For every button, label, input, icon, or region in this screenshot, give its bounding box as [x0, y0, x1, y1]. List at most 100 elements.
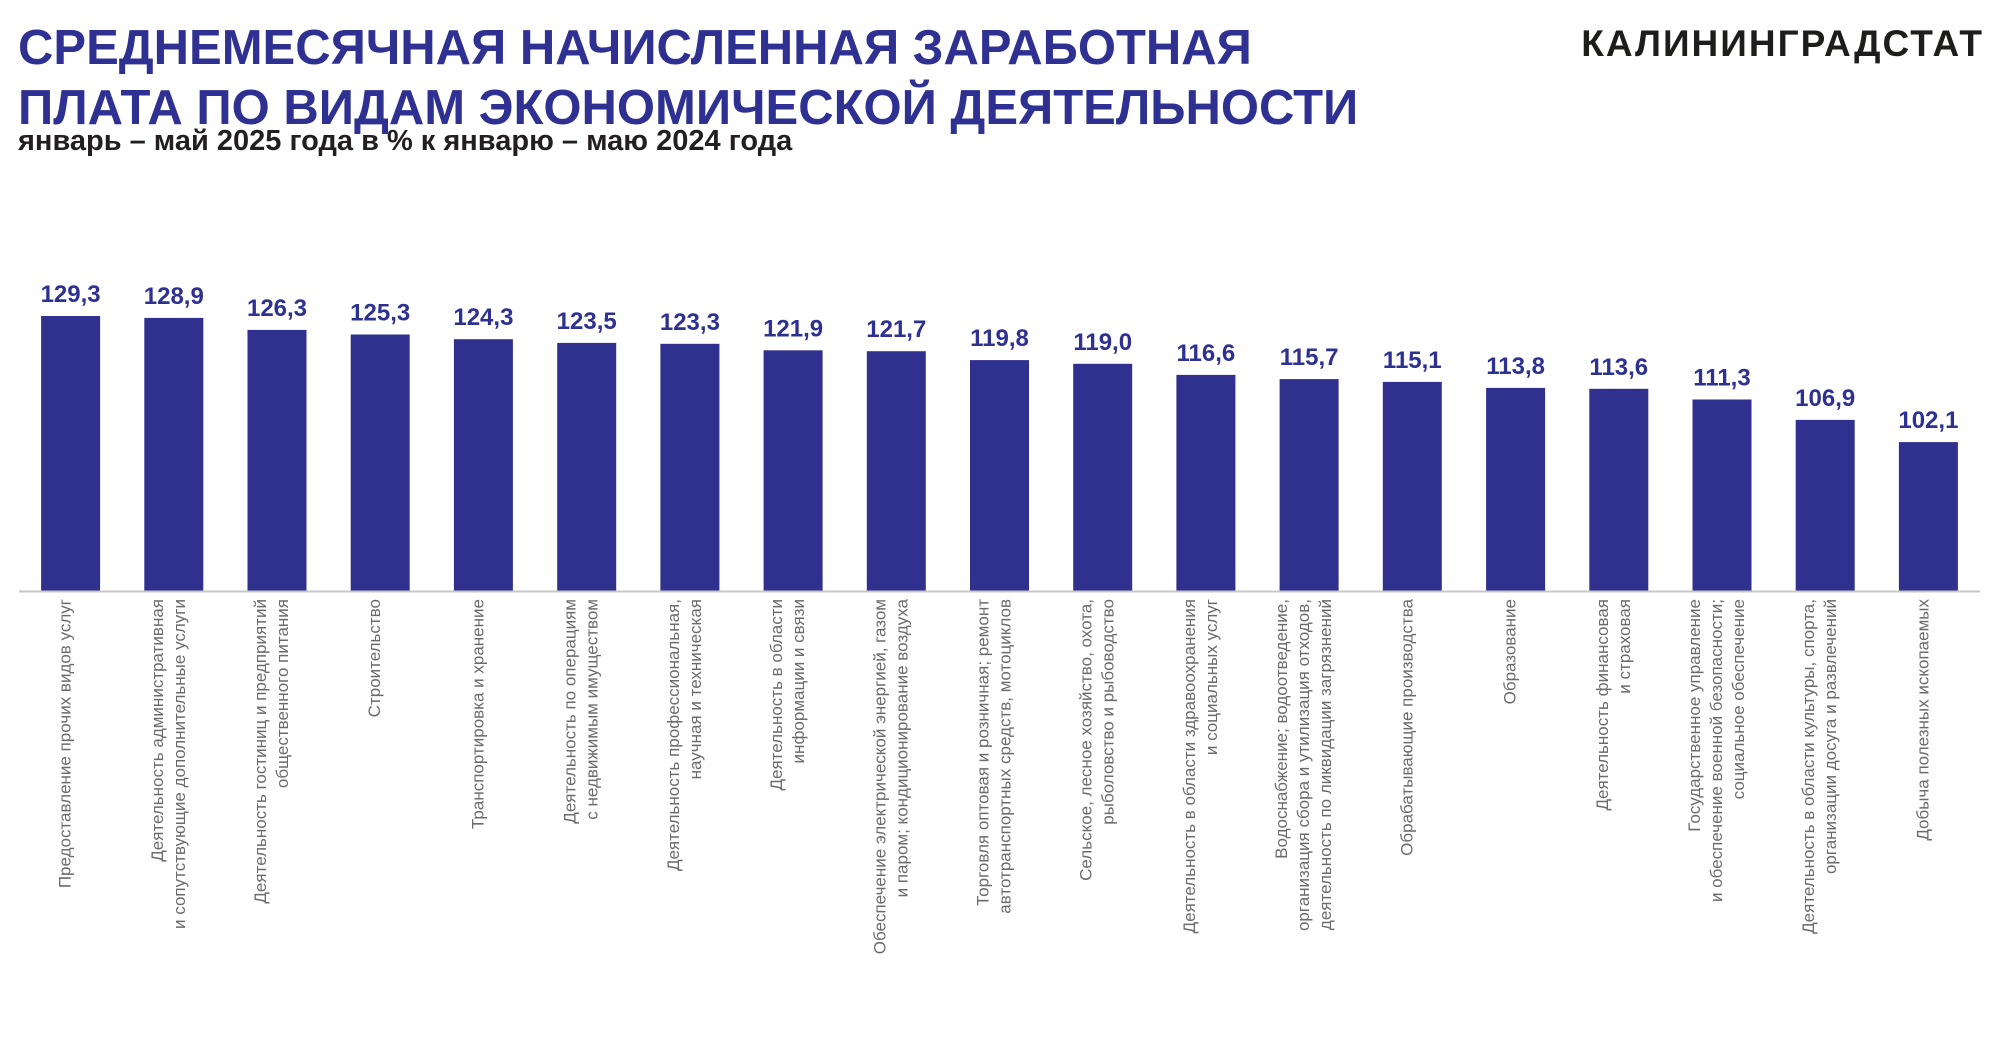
- category-label: Образование: [1501, 599, 1520, 704]
- category-label-line: Обеспечение электрической энергией, газо…: [870, 599, 889, 954]
- category-label: Деятельность в области информации и связи: [767, 599, 808, 790]
- title-line-1: СРЕДНЕМЕСЯЧНАЯ НАЧИСЛЕННАЯ ЗАРАБОТНАЯ: [18, 21, 1252, 75]
- bar-value-label: 116,6: [1177, 340, 1236, 367]
- category-label-line: социальное обеспечение: [1729, 599, 1748, 799]
- bar-value-label: 113,6: [1589, 354, 1648, 381]
- bar: [41, 316, 101, 591]
- category-label: Предоставление прочих видов услуг: [56, 599, 75, 888]
- bar-value-label: 123,5: [557, 308, 617, 335]
- category-label-line: Предоставление прочих видов услуг: [56, 599, 75, 888]
- category-label-line: общественного питания: [273, 599, 292, 788]
- bar-value-label: 119,0: [1073, 329, 1132, 356]
- category-label-line: организации досуга и развлечений: [1821, 599, 1840, 874]
- category-label-line: Образование: [1501, 599, 1520, 704]
- brand-logo-text: КАЛИНИНГРАДСТАТ: [1581, 23, 1984, 64]
- bar: [1176, 374, 1236, 591]
- category-label-line: Торговля оптовая и розничная; ремонт: [974, 599, 993, 906]
- category-label-line: Деятельность профессиональная,: [664, 599, 683, 871]
- category-label-line: и сопутствующие дополнительные услуги: [170, 599, 189, 929]
- category-label-line: Строительство: [365, 599, 384, 717]
- bar: [1486, 387, 1546, 591]
- bar: [1692, 399, 1752, 591]
- bar: [144, 317, 204, 591]
- category-label: Деятельность гостиниц и предприятий общес…: [251, 599, 292, 904]
- category-label-line: организация сбора и утилизация отходов,: [1294, 599, 1313, 931]
- chart-value-labels: 129,3 128,9 126,3 125,3 124,3 123,5 123,3 121,9…: [41, 281, 1959, 434]
- category-label-line: Добыча полезных ископаемых: [1913, 599, 1932, 841]
- bar-value-label: 128,9: [144, 283, 204, 310]
- bar: [1279, 379, 1339, 591]
- bar: [1589, 388, 1649, 591]
- bar-value-label: 119,8: [970, 325, 1029, 352]
- bar-value-label: 111,3: [1693, 365, 1750, 392]
- bar-value-label: 115,1: [1383, 347, 1442, 374]
- bar: [1795, 419, 1855, 591]
- category-label: Торговля оптовая и розничная; ремонт авто…: [974, 599, 1015, 914]
- category-label-line: Деятельность в области здравоохранения: [1180, 599, 1199, 933]
- category-label-line: рыболовство и рыбоводство: [1099, 599, 1118, 825]
- chart-bars: [41, 316, 1958, 591]
- category-label-line: и социальных услуг: [1202, 599, 1221, 755]
- category-label: Водоснабжение; водоотведение, организация…: [1272, 599, 1335, 931]
- bar: [1382, 381, 1442, 591]
- bar: [1898, 442, 1958, 591]
- category-label-line: и обеспечение военной безопасности;: [1707, 599, 1726, 902]
- category-label: Обрабатывающие производства: [1397, 598, 1416, 855]
- bar-value-label: 115,7: [1280, 344, 1339, 371]
- category-label-line: научная и техническая: [686, 599, 705, 779]
- page-title: СРЕДНЕМЕСЯЧНАЯ НАЧИСЛЕННАЯ ЗАРАБОТНАЯ ПЛ…: [18, 18, 1358, 138]
- category-label-line: Государственное управление: [1685, 599, 1704, 832]
- bar: [970, 360, 1029, 591]
- bar: [660, 343, 720, 591]
- category-label-line: Деятельность в области: [767, 599, 786, 790]
- category-label-line: Транспортировка и хранение: [468, 599, 487, 829]
- category-label-line: Деятельность в области культуры, спорта,: [1799, 599, 1818, 934]
- category-label-line: Сельское, лесное хозяйство, охота,: [1077, 599, 1096, 881]
- bar: [1073, 363, 1133, 591]
- category-label-line: и страховая: [1615, 599, 1634, 694]
- bar-value-label: 123,3: [660, 309, 720, 336]
- bar: [247, 329, 307, 591]
- bar-value-label: 126,3: [247, 295, 307, 322]
- category-label: Деятельность финансовая и страховая: [1593, 599, 1634, 811]
- category-label-line: Деятельность административная: [148, 599, 167, 862]
- category-label: Добыча полезных ископаемых: [1913, 599, 1932, 841]
- category-label-line: деятельность по ликвидации загрязнений: [1316, 599, 1335, 930]
- bar: [453, 339, 513, 591]
- category-label-line: Водоснабжение; водоотведение,: [1272, 599, 1291, 859]
- category-label-line: с недвижимым имуществом: [583, 599, 602, 820]
- category-label-line: автотранспортных средств, мотоциклов: [996, 599, 1015, 914]
- chart-category-labels: Предоставление прочих видов услуг Деятель…: [56, 598, 1933, 954]
- bar-value-label: 113,8: [1486, 353, 1545, 380]
- page-subtitle: январь – май 2025 года в % к январю – ма…: [18, 125, 793, 157]
- bar: [557, 342, 617, 591]
- bar-value-label: 121,7: [866, 316, 926, 343]
- category-label: Строительство: [365, 599, 384, 717]
- category-label-line: Деятельность гостиниц и предприятий: [251, 599, 270, 904]
- category-label: Деятельность в области здравоохранения и …: [1180, 599, 1221, 933]
- bar: [763, 350, 823, 591]
- bar: [866, 351, 926, 591]
- category-label-line: Обрабатывающие производства: [1397, 598, 1416, 855]
- title-line-2: ПЛАТА ПО ВИДАМ ЭКОНОМИЧЕСКОЙ ДЕЯТЕЛЬНОСТ…: [18, 81, 1359, 135]
- category-label: Деятельность по операциям с недвижимым им…: [561, 599, 602, 824]
- category-label: Государственное управление и обеспечение …: [1685, 599, 1748, 902]
- bar-value-label: 125,3: [350, 300, 410, 327]
- category-label: Обеспечение электрической энергией, газо…: [870, 598, 911, 954]
- bar-value-label: 124,3: [453, 304, 513, 331]
- category-label-line: Деятельность финансовая: [1593, 599, 1612, 811]
- bar-value-label: 121,9: [763, 315, 823, 342]
- bar-value-label: 129,3: [41, 281, 101, 308]
- category-label-line: Деятельность по операциям: [561, 599, 580, 824]
- bar-value-label: 106,9: [1795, 385, 1855, 412]
- bar: [350, 334, 410, 591]
- category-label: Транспортировка и хранение: [468, 599, 487, 829]
- category-label: Деятельность в области культуры, спорта,…: [1799, 599, 1840, 934]
- category-label: Сельское, лесное хозяйство, охота, рыболо…: [1077, 599, 1118, 881]
- category-label-line: информации и связи: [789, 599, 808, 763]
- category-label: Деятельность административная и сопутству…: [148, 599, 189, 929]
- bar-value-label: 102,1: [1898, 407, 1958, 434]
- category-label: Деятельность профессиональная, научная и …: [664, 599, 705, 871]
- category-label-line: и паром; кондиционирование воздуха: [892, 598, 911, 897]
